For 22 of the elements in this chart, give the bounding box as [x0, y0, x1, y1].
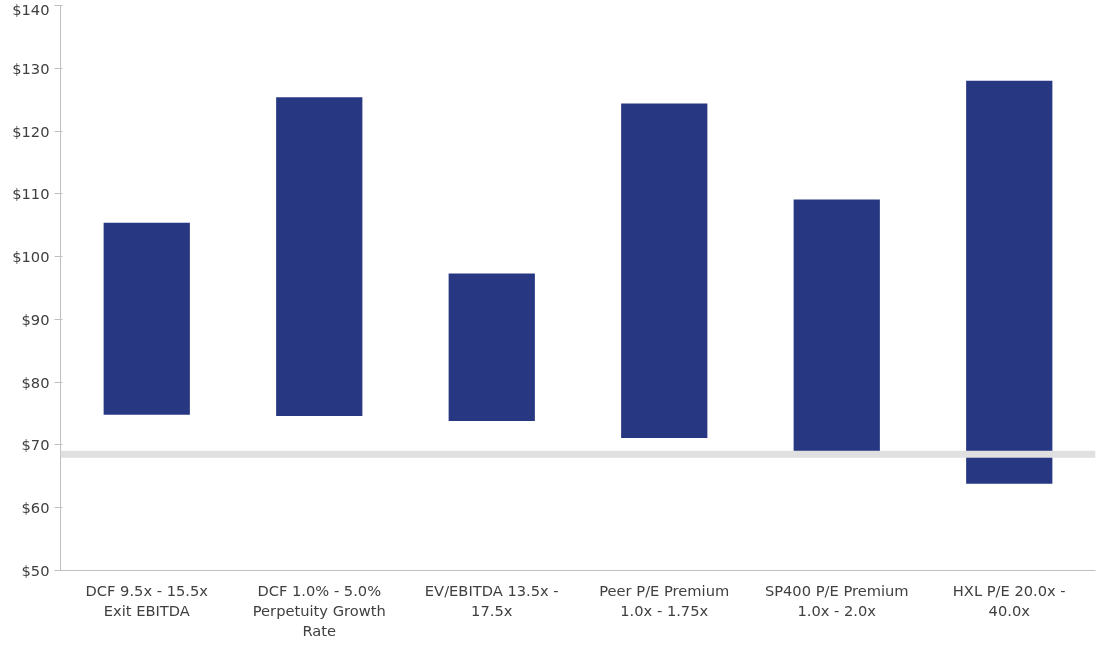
y-tick-label: $110: [12, 185, 50, 203]
bar: [448, 273, 535, 422]
x-tick-label: DCF 9.5x - 15.5x Exit EBITDA: [85, 581, 209, 619]
y-tick-label: $100: [12, 248, 50, 266]
x-tick-label: HXL P/E 20.0x - 40.0x: [952, 581, 1066, 619]
x-tick-label: SP400 P/E Premium 1.0x - 2.0x: [764, 581, 909, 619]
y-tick-label: $70: [21, 436, 50, 454]
y-tick-label: $90: [21, 310, 50, 328]
y-tick-label: $140: [12, 0, 50, 18]
x-tick-label: EV/EBITDA 13.5x - 17.5x: [424, 581, 559, 619]
y-tick-label: $50: [21, 562, 50, 579]
bar: [966, 80, 1053, 484]
bar: [621, 103, 708, 439]
bar: [793, 199, 880, 454]
bar: [103, 222, 190, 415]
y-tick-label: $130: [12, 59, 50, 77]
y-tick-label: $120: [12, 122, 50, 140]
bar: [276, 97, 363, 417]
y-tick-label: $80: [21, 373, 50, 391]
y-tick-label: $60: [21, 499, 50, 517]
x-tick-label: Peer P/E Premium 1.0x - 1.75x: [599, 581, 730, 619]
x-tick-label: DCF 1.0% - 5.0% Perpetuity Growth Rate: [252, 581, 386, 640]
